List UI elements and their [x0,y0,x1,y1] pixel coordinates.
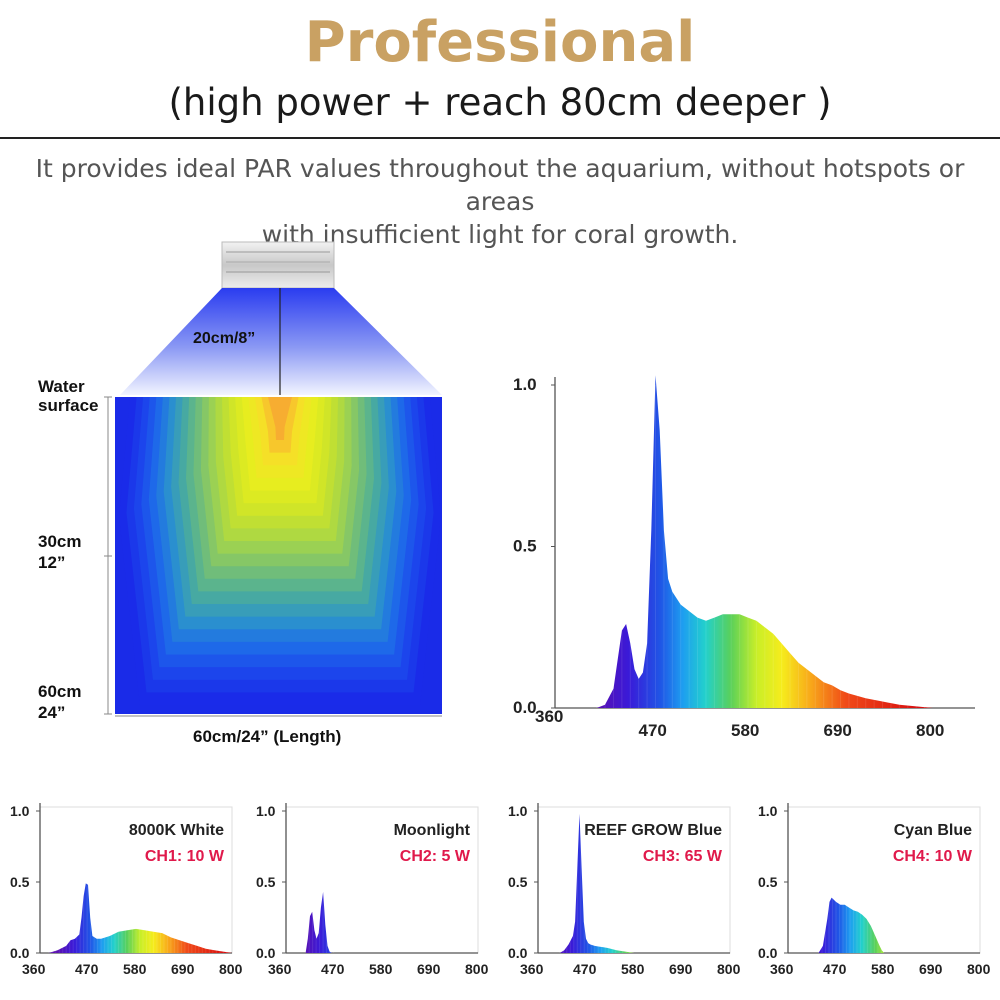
series-name: Cyan Blue [894,822,972,839]
page-title: Professional [304,10,696,75]
x-tick-label: 800 [717,961,741,977]
x-tick-label: 360 [770,961,794,977]
y-tick-label: 1.0 [758,803,778,819]
x-tick-label: 470 [639,721,667,740]
x-tick-label: 580 [871,961,895,977]
y-tick-label: 0.5 [256,874,276,890]
x-tick-label: 800 [967,961,991,977]
y-tick-label: 0.5 [10,874,30,890]
spectrum-area [818,897,884,953]
spectrum-area [596,375,933,708]
depth-30-label-1: 30cm [38,532,81,551]
x-tick-label: 360 [520,961,544,977]
surface-label-1: Water [38,377,85,396]
light-fixture [221,241,335,289]
x-tick-label: 580 [369,961,393,977]
description: It provides ideal PAR values throughout … [0,152,1000,251]
channel-power: CH1: 10 W [145,848,225,865]
spectrum-chart-reef-grow-blue: 0.0 0.5 1.0 360 470 580 690 800 REEF GROW Blue CH… [508,803,741,977]
tank-illustration: 20cm/8” Water surface 30cm 12” 60cm 24” … [38,241,442,746]
series-name: Moonlight [394,822,471,839]
x-tick-label: 360 [535,707,563,726]
x-tick-label: 690 [669,961,693,977]
channel-power: CH4: 10 W [893,848,973,865]
channel-power: CH3: 65 W [643,848,723,865]
spectrum-chart-main: 0.0 0.5 1.0 360 470 580 690 800 [513,375,975,740]
spectrum-area [559,813,634,953]
y-tick-label: 0.5 [513,537,537,556]
y-tick-label: 1.0 [10,803,30,819]
series-name: REEF GROW Blue [584,822,722,839]
depth-30-label-2: 12” [38,553,65,572]
x-tick-label: 470 [573,961,597,977]
y-tick-label: 0.5 [508,874,528,890]
x-tick-label: 470 [823,961,847,977]
description-line-2: with insufficient light for coral growth… [261,220,739,249]
x-tick-label: 690 [171,961,195,977]
x-tick-label: 690 [417,961,441,977]
y-tick-label: 0.0 [758,945,778,961]
page-subtitle: (high power + reach 80cm deeper ) [168,81,832,124]
y-tick-label: 1.0 [513,375,537,394]
depth-60-label-1: 60cm [38,682,81,701]
y-tick-label: 0.0 [256,945,276,961]
divider [0,137,1000,139]
x-tick-label: 360 [22,961,46,977]
series-name: 8000K White [129,822,224,839]
description-line-1: It provides ideal PAR values throughout … [35,154,965,216]
x-tick-label: 690 [919,961,943,977]
spectrum-chart-cyan-blue: 0.0 0.5 1.0 360 470 580 690 800 Cyan Blue CH4: 10… [758,803,991,977]
x-tick-label: 690 [824,721,852,740]
channel-power: CH2: 5 W [400,848,471,865]
x-tick-label: 800 [916,721,944,740]
height-label: 20cm/8” [193,330,255,347]
x-tick-label: 580 [123,961,147,977]
depth-60-label-2: 24” [38,703,65,722]
y-tick-label: 0.0 [508,945,528,961]
y-tick-label: 1.0 [256,803,276,819]
length-label: 60cm/24” (Length) [193,727,341,746]
x-tick-label: 470 [321,961,345,977]
spectrum-area [305,891,334,953]
y-tick-label: 0.0 [10,945,30,961]
x-tick-label: 580 [731,721,759,740]
x-tick-label: 470 [75,961,99,977]
x-tick-label: 360 [268,961,292,977]
light-cone [120,288,442,395]
par-heatmap [115,397,442,714]
x-tick-label: 580 [621,961,645,977]
y-tick-label: 1.0 [508,803,528,819]
y-tick-label: 0.5 [758,874,778,890]
spectrum-chart-8000k-white: 0.0 0.5 1.0 360 470 580 690 800 8000K White CH1: … [10,803,243,977]
x-tick-label: 800 [465,961,489,977]
x-tick-label: 800 [219,961,243,977]
y-tick-label: 0.0 [513,698,537,717]
surface-label-2: surface [38,396,98,415]
spectrum-chart-moonlight: 0.0 0.5 1.0 360 470 580 690 800 Moonlight CH2: 5 … [256,803,489,977]
spectrum-area [48,883,233,953]
